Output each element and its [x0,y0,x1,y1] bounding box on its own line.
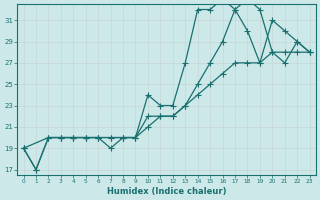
X-axis label: Humidex (Indice chaleur): Humidex (Indice chaleur) [107,187,226,196]
